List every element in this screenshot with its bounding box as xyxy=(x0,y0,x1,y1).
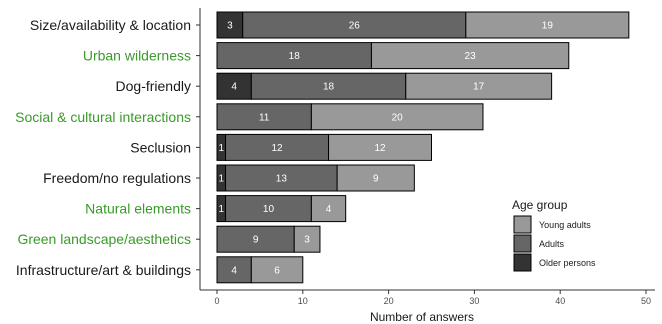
bar-value-label: 12 xyxy=(271,143,283,154)
bar-segment xyxy=(250,256,304,284)
bar-segment xyxy=(242,11,467,39)
bar-value-label: 1 xyxy=(219,204,225,215)
bar-value-label: 3 xyxy=(227,21,233,32)
bar-value-label: 9 xyxy=(373,174,379,185)
bar-segment xyxy=(225,133,330,161)
bar-value-label: 20 xyxy=(392,112,404,123)
legend-swatch xyxy=(513,215,532,234)
bar-value-label: 12 xyxy=(374,143,386,154)
x-tick-label: 10 xyxy=(298,296,308,306)
bar-value-label: 18 xyxy=(289,51,301,62)
bar-value-label: 4 xyxy=(231,82,237,93)
bar-value-label: 1 xyxy=(219,174,225,185)
bar-segment xyxy=(405,72,553,100)
bar-segment xyxy=(293,225,321,253)
bar-segment xyxy=(216,256,252,284)
bar-segment xyxy=(216,11,244,39)
bar-segment xyxy=(250,72,407,100)
bar-value-label: 17 xyxy=(473,82,485,93)
legend-swatch xyxy=(513,253,532,272)
bar-value-label: 11 xyxy=(259,112,270,123)
category-label: Social & cultural interactions xyxy=(15,109,191,125)
bar-value-label: 10 xyxy=(263,204,275,215)
bar-segment xyxy=(216,103,312,131)
bar-value-label: 19 xyxy=(542,21,554,32)
category-label: Seclusion xyxy=(130,139,191,155)
x-tick-label: 50 xyxy=(641,296,651,306)
category-label: Urban wilderness xyxy=(83,48,191,64)
bar-segment xyxy=(336,164,415,192)
x-tick-label: 20 xyxy=(384,296,394,306)
legend: Age group Young adults Adults Older person… xyxy=(512,198,596,272)
bar-segment xyxy=(370,42,570,70)
legend-title: Age group xyxy=(512,198,568,212)
bar-segment xyxy=(216,72,252,100)
legend-swatch xyxy=(513,234,532,253)
legend-label: Young adults xyxy=(539,220,591,230)
category-label: Freedom/no regulations xyxy=(43,170,191,186)
legend-label: Older persons xyxy=(539,258,596,268)
category-label: Green landscape/aesthetics xyxy=(17,231,191,247)
bar-value-label: 23 xyxy=(465,51,477,62)
bar-value-label: 18 xyxy=(323,82,335,93)
bar-segment xyxy=(310,103,484,131)
category-label: Natural elements xyxy=(85,201,191,217)
bar-segment xyxy=(225,195,312,223)
bar-segment xyxy=(225,164,338,192)
category-label: Dog-friendly xyxy=(116,78,191,94)
x-tick-label: 0 xyxy=(214,296,219,306)
category-label: Infrastructure/art & buildings xyxy=(16,262,191,278)
bar-value-label: 9 xyxy=(253,235,259,246)
bar-segment xyxy=(465,11,630,39)
legend-label: Adults xyxy=(539,239,565,249)
bar-segment xyxy=(310,195,347,223)
bar-value-label: 3 xyxy=(304,235,310,246)
x-tick-label: 40 xyxy=(555,296,565,306)
category-labels: Size/availability & location Urban wilder… xyxy=(15,17,191,278)
bar-value-label: 26 xyxy=(349,21,361,32)
bar-value-label: 4 xyxy=(231,265,237,276)
bar-value-label: 13 xyxy=(276,174,288,185)
x-tick-label: 30 xyxy=(469,296,479,306)
x-axis-title: Number of answers xyxy=(370,310,474,324)
axes: 0 10 20 30 40 50 xyxy=(196,8,655,306)
bar-value-label: 6 xyxy=(274,265,280,276)
bar-value-label: 4 xyxy=(326,204,332,215)
bars-layer: 3 26 19 18 23 4 18 17 11 20 1 12 12 1 13 9 1 10 4 9 3 4 6 xyxy=(216,11,630,284)
category-label: Size/availability & location xyxy=(30,17,191,33)
bar-value-label: 1 xyxy=(219,143,225,154)
bar-segment xyxy=(328,133,433,161)
